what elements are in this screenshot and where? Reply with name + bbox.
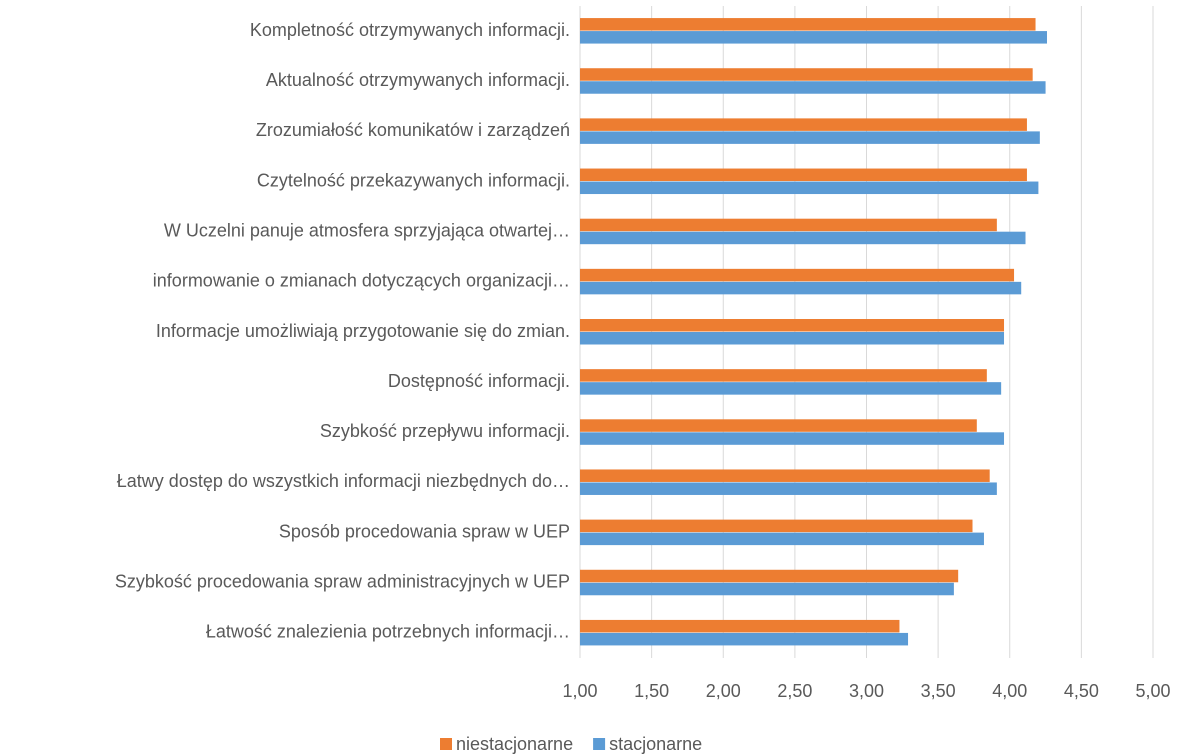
- legend-swatch: [440, 738, 452, 750]
- legend-swatch: [593, 738, 606, 750]
- bar: [580, 81, 1046, 94]
- bar: [580, 532, 984, 546]
- y-tick-label: W Uczelni panuje atmosfera sprzyjająca o…: [164, 220, 570, 240]
- bar: [580, 482, 997, 495]
- y-tick-label: Łatwy dostęp do wszystkich informacji ni…: [117, 471, 570, 491]
- y-tick-label: Czytelność przekazywanych informacji.: [257, 170, 570, 190]
- bar: [580, 268, 1015, 282]
- bar: [580, 31, 1047, 44]
- y-tick-label: Zrozumiałość komunikatów i zarządzeń: [256, 120, 570, 140]
- bar: [580, 218, 997, 232]
- bar: [580, 118, 1027, 131]
- bar: [580, 469, 990, 482]
- y-tick-label: Szybkość przepływu informacji.: [320, 421, 570, 441]
- y-tick-label: Łatwość znalezienia potrzebnych informac…: [206, 622, 570, 642]
- x-tick-label: 2,50: [777, 681, 812, 701]
- bar: [580, 619, 900, 633]
- bar: [580, 332, 1005, 345]
- bar: [580, 131, 1040, 144]
- bar: [580, 432, 1005, 445]
- y-tick-label: Aktualność otrzymywanych informacji.: [266, 70, 570, 90]
- x-tick-label: 1,50: [634, 681, 669, 701]
- x-tick-label: 1,00: [562, 681, 597, 701]
- bar: [580, 18, 1036, 31]
- bar: [580, 419, 977, 432]
- bar: [580, 569, 959, 583]
- legend-label: stacjonarne: [609, 734, 702, 754]
- bar: [580, 319, 1005, 332]
- bar: [580, 231, 1026, 245]
- y-tick-label: Sposób procedowania spraw w UEP: [279, 521, 570, 541]
- y-tick-label: informowanie o zmianach dotyczących orga…: [153, 271, 570, 291]
- x-tick-label: 3,00: [849, 681, 884, 701]
- bar: [580, 281, 1022, 295]
- y-tick-label: Kompletność otrzymywanych informacji.: [250, 20, 570, 40]
- y-tick-label: Dostępność informacji.: [388, 371, 570, 391]
- x-tick-label: 3,50: [921, 681, 956, 701]
- bar: [580, 168, 1027, 182]
- bar: [580, 181, 1039, 195]
- bar: [580, 382, 1002, 395]
- x-tick-label: 4,50: [1064, 681, 1099, 701]
- y-tick-label: Informacje umożliwiają przygotowanie się…: [156, 321, 570, 341]
- bar: [580, 369, 987, 382]
- bar: [580, 582, 954, 596]
- y-tick-label: Szybkość procedowania spraw administracy…: [115, 572, 570, 592]
- bar: [580, 519, 973, 533]
- legend-label: niestacjonarne: [456, 734, 573, 754]
- x-tick-label: 5,00: [1135, 681, 1170, 701]
- x-tick-label: 4,00: [992, 681, 1027, 701]
- x-tick-label: 2,00: [706, 681, 741, 701]
- bar: [580, 68, 1033, 81]
- bar: [580, 632, 909, 646]
